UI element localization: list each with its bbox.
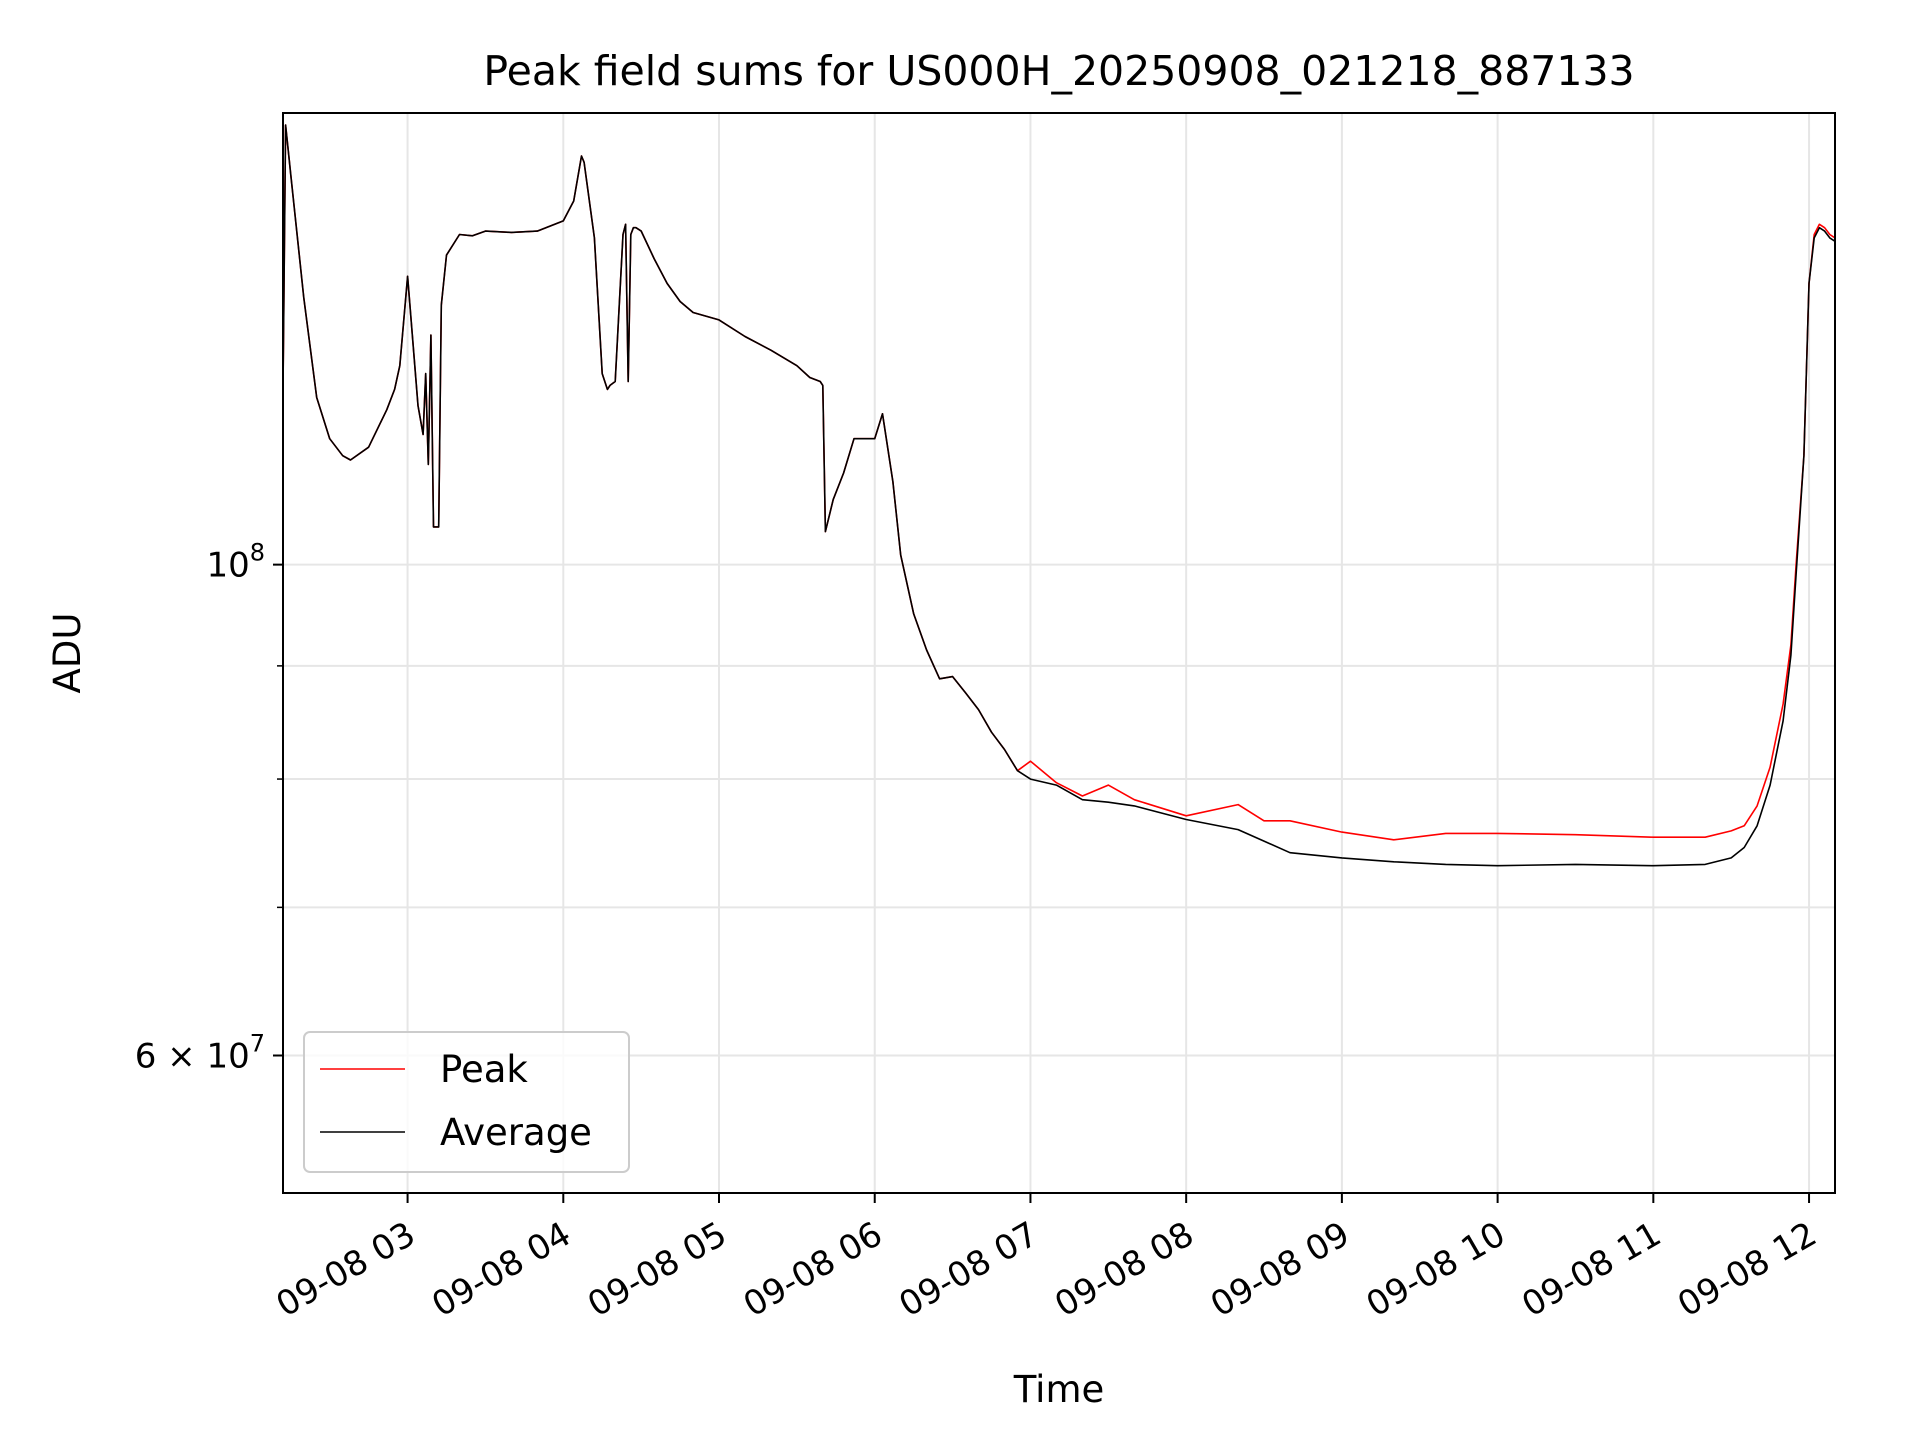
x-axis-label: Time (1013, 1368, 1105, 1411)
legend-box (303, 1031, 630, 1173)
legend-label-average: Average (440, 1111, 592, 1154)
legend-label-peak: Peak (440, 1048, 528, 1091)
grid (283, 113, 1835, 1193)
series-layer (282, 124, 1836, 867)
chart-title: Peak field sums for US000H_20250908_0212… (483, 47, 1634, 95)
y-tick-label: 6 × 107 (135, 1029, 265, 1076)
legend: Peak Average (303, 1031, 630, 1173)
series-line-average (282, 124, 1836, 867)
y-axis-label: ADU (46, 613, 89, 694)
plot-frame (282, 112, 1836, 1194)
